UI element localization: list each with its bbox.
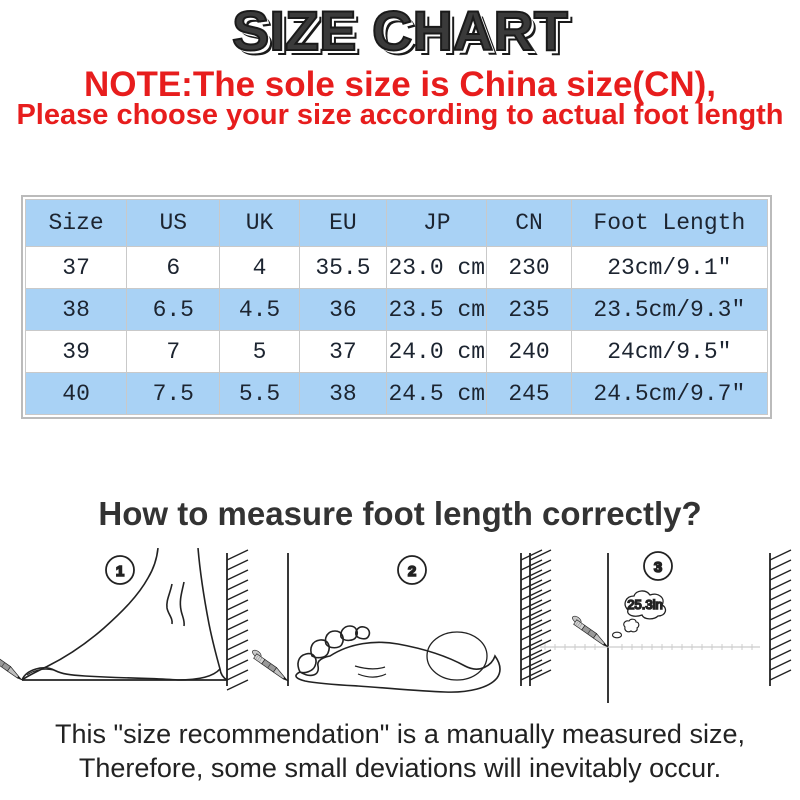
svg-text:25.3in: 25.3in — [627, 597, 662, 612]
svg-text:2: 2 — [408, 563, 416, 580]
svg-text:3: 3 — [654, 559, 662, 576]
svg-text:1: 1 — [116, 563, 124, 580]
